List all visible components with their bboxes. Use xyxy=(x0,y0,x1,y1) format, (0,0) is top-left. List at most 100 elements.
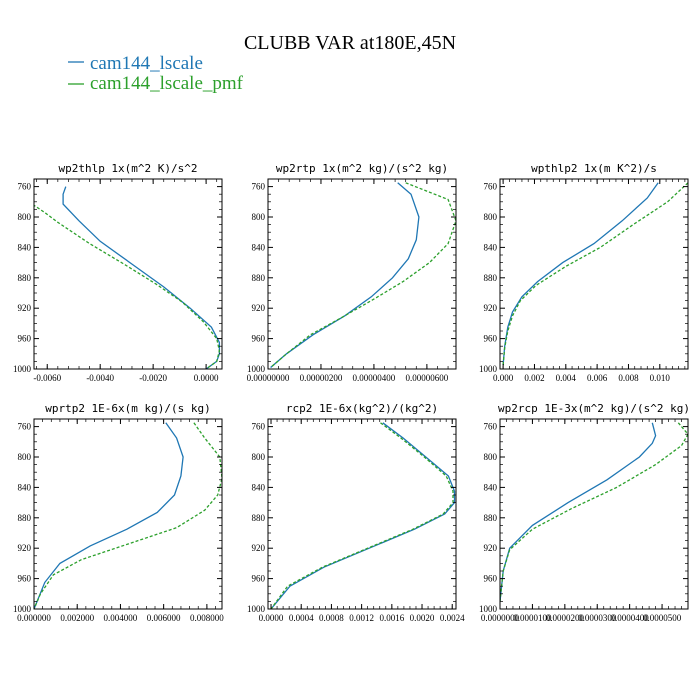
series-line-cam144_lscale_pmf xyxy=(500,422,688,602)
series-line-cam144_lscale_pmf xyxy=(34,422,222,609)
panel-title: rcp2 1E-6x(kg^2)/(kg^2) xyxy=(286,402,438,415)
series-line-cam144_lscale xyxy=(502,182,659,366)
y-tick-label: 800 xyxy=(18,452,32,462)
x-tick-label: 0.0000200 xyxy=(546,613,585,623)
panel-title: wp2rcp 1E-3x(m^2 kg)/(s^2 kg) xyxy=(498,402,690,415)
plot-frame xyxy=(267,418,457,610)
x-tick-label: 0.00000600 xyxy=(405,373,448,383)
y-tick-label: 800 xyxy=(18,212,32,222)
plot-frame xyxy=(499,178,689,370)
plot-frame xyxy=(499,418,689,610)
x-tick-label: 0.010 xyxy=(650,373,671,383)
x-tick-label: 0.0024 xyxy=(440,613,465,623)
y-tick-label: 800 xyxy=(252,452,266,462)
y-tick-label: 840 xyxy=(252,242,266,252)
y-tick-label: 920 xyxy=(252,303,266,313)
panel-2: wpthlp2 1x(m K^2)/s 760 800 840 880 920 960 100… xyxy=(479,162,689,383)
y-tick-label: 840 xyxy=(252,482,266,492)
x-tick-label: 0.0016 xyxy=(379,613,404,623)
y-tick-label: 960 xyxy=(252,574,266,584)
y-tick-label: 800 xyxy=(484,212,498,222)
y-tick-label: 760 xyxy=(252,182,266,192)
x-tick-label: 0.0012 xyxy=(349,613,374,623)
y-tick-label: 800 xyxy=(484,452,498,462)
y-tick-label: 840 xyxy=(484,482,498,492)
x-tick-label: 0.0020 xyxy=(410,613,435,623)
panel-1: wp2rtp 1x(m^2 kg)/(s^2 kg) 760 800 840 880 92… xyxy=(247,162,457,383)
panel-title: wp2thlp 1x(m^2 K)/s^2 xyxy=(58,162,197,175)
y-tick-label: 920 xyxy=(18,303,32,313)
x-tick-label: -0.0040 xyxy=(86,373,114,383)
figure-title: CLUBB VAR at180E,45N xyxy=(244,32,456,54)
x-tick-label: 0.004 xyxy=(556,373,577,383)
x-tick-label: 0.0000000 xyxy=(481,613,520,623)
x-tick-label: 0.00000000 xyxy=(247,373,290,383)
x-tick-label: 0.008000 xyxy=(190,613,224,623)
y-tick-label: 920 xyxy=(484,303,498,313)
y-tick-label: 840 xyxy=(18,482,32,492)
y-tick-label: 960 xyxy=(18,574,32,584)
plot-frame xyxy=(33,178,223,370)
y-tick-label: 880 xyxy=(18,513,32,523)
plot-frame xyxy=(33,418,223,610)
series-line-cam144_lscale_pmf xyxy=(270,422,454,609)
y-tick-label: 1000 xyxy=(247,364,266,374)
x-tick-label: 0.0004 xyxy=(289,613,314,623)
x-tick-label: 0.0000 xyxy=(259,613,284,623)
y-tick-label: 1000 xyxy=(13,364,32,374)
y-tick-label: 920 xyxy=(252,543,266,553)
y-tick-label: 880 xyxy=(18,273,32,283)
x-tick-label: -0.0020 xyxy=(139,373,167,383)
x-tick-label: 0.0000500 xyxy=(643,613,682,623)
x-tick-label: 0.0000400 xyxy=(611,613,650,623)
y-tick-label: 840 xyxy=(484,242,498,252)
y-tick-label: 1000 xyxy=(479,604,498,614)
x-tick-label: 0.000000 xyxy=(17,613,51,623)
panel-4: rcp2 1E-6x(kg^2)/(kg^2) 760 800 840 880 920 96… xyxy=(247,402,465,623)
panel-0: wp2thlp 1x(m^2 K)/s^2 760 800 840 880 920 960 1… xyxy=(13,162,223,383)
y-tick-label: 800 xyxy=(252,212,266,222)
panel-title: wp2rtp 1x(m^2 kg)/(s^2 kg) xyxy=(276,162,448,175)
y-tick-label: 960 xyxy=(484,574,498,584)
series-line-cam144_lscale xyxy=(62,186,221,369)
legend-label-1: cam144_lscale_pmf xyxy=(90,73,244,94)
y-tick-label: 760 xyxy=(484,182,498,192)
y-tick-label: 880 xyxy=(484,273,498,283)
y-tick-label: 920 xyxy=(18,543,32,553)
y-tick-label: 880 xyxy=(252,273,266,283)
x-tick-label: 0.000 xyxy=(493,373,514,383)
y-tick-label: 760 xyxy=(484,422,498,432)
panel-3: wprtp2 1E-6x(m kg)/(s kg) 760 800 840 880 920… xyxy=(13,402,224,623)
y-tick-label: 1000 xyxy=(247,604,266,614)
y-tick-label: 760 xyxy=(18,422,32,432)
x-tick-label: 0.002 xyxy=(524,373,544,383)
series-line-cam144_lscale_pmf xyxy=(502,182,688,366)
panel-title: wprtp2 1E-6x(m kg)/(s kg) xyxy=(45,402,211,415)
x-tick-label: 0.006000 xyxy=(147,613,181,623)
series-line-cam144_lscale_pmf xyxy=(270,182,456,368)
y-tick-label: 1000 xyxy=(13,604,32,614)
x-tick-label: -0.0060 xyxy=(33,373,61,383)
series-line-cam144_lscale xyxy=(270,182,420,368)
panels: wp2thlp 1x(m^2 K)/s^2 760 800 840 880 920 960 1… xyxy=(13,162,690,623)
x-tick-label: 0.006 xyxy=(587,373,608,383)
x-tick-label: 0.00000400 xyxy=(353,373,396,383)
x-tick-label: 0.008 xyxy=(618,373,639,383)
y-tick-label: 920 xyxy=(484,543,498,553)
series-line-cam144_lscale_pmf xyxy=(34,204,221,369)
x-tick-label: 0.002000 xyxy=(60,613,94,623)
y-tick-label: 760 xyxy=(18,182,32,192)
y-tick-label: 960 xyxy=(484,334,498,344)
panel-title: wpthlp2 1x(m K^2)/s xyxy=(531,162,657,175)
x-tick-label: 0.0000300 xyxy=(578,613,617,623)
y-tick-label: 880 xyxy=(252,513,266,523)
series-line-cam144_lscale xyxy=(34,422,184,609)
plot-frame xyxy=(267,178,457,370)
x-tick-label: 0.00000200 xyxy=(300,373,343,383)
x-tick-label: 0.004000 xyxy=(104,613,138,623)
y-tick-label: 880 xyxy=(484,513,498,523)
x-tick-label: 0.0000 xyxy=(194,373,219,383)
series-line-cam144_lscale xyxy=(270,422,456,609)
panel-5: wp2rcp 1E-3x(m^2 kg)/(s^2 kg)760 800 840 88… xyxy=(479,402,690,623)
